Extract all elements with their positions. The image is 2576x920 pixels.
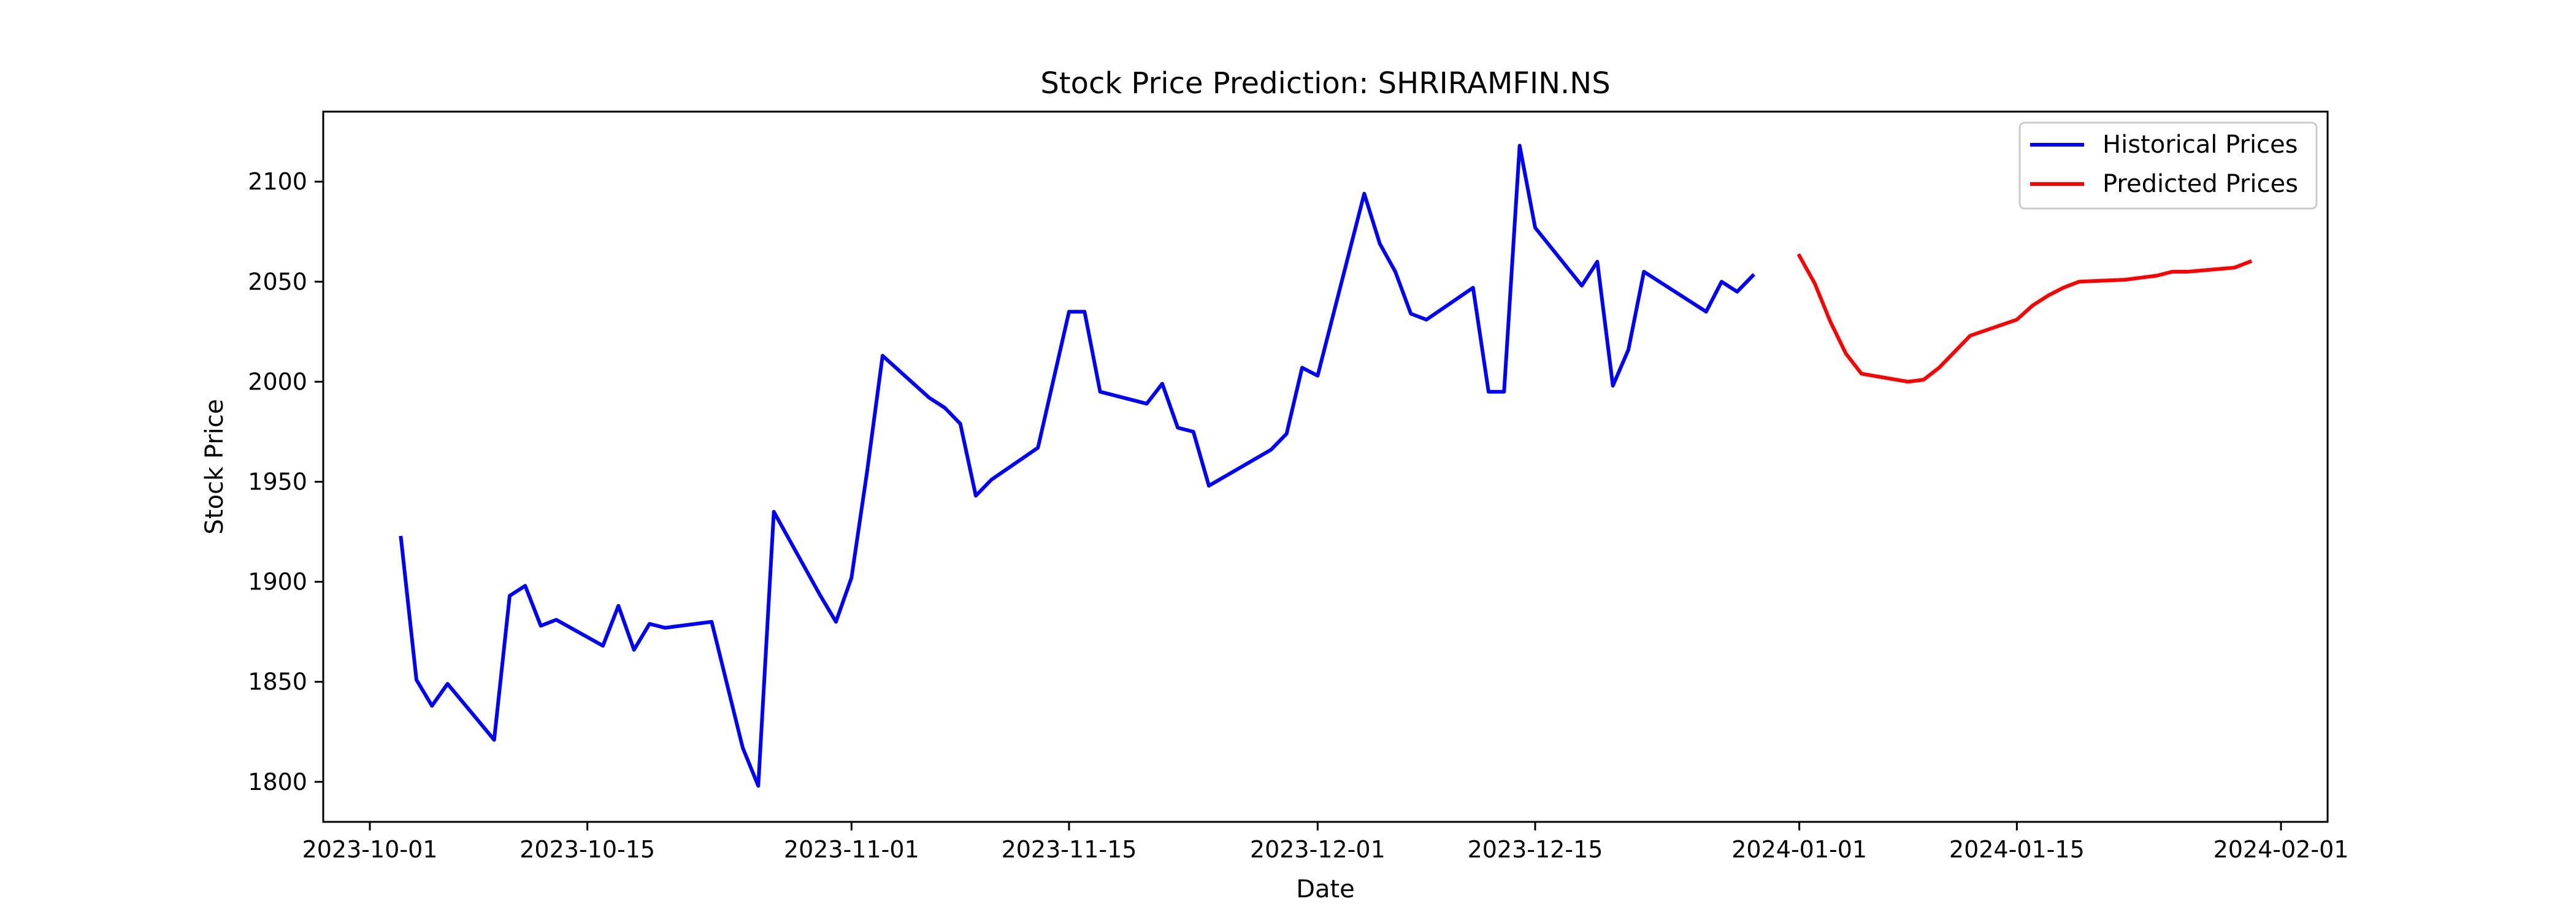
y-tick-label: 1850 xyxy=(248,669,307,696)
x-tick-label: 2024-01-15 xyxy=(1949,836,2085,863)
y-tick-label: 1800 xyxy=(248,769,307,795)
x-tick-label: 2023-12-15 xyxy=(1468,836,1603,863)
x-axis-label: Date xyxy=(1296,875,1355,903)
plot-area-frame xyxy=(322,110,2329,823)
x-tick-label: 2024-01-01 xyxy=(1731,836,1867,863)
x-tick-label: 2023-10-15 xyxy=(519,836,655,863)
x-tick-label: 2023-11-15 xyxy=(1002,836,1137,863)
legend-frame xyxy=(2018,121,2318,210)
x-tick-label: 2023-12-01 xyxy=(1250,836,1386,863)
x-tick-label: 2024-02-01 xyxy=(2214,836,2349,863)
series-line-predicted xyxy=(1796,253,2253,384)
y-tick-label: 2050 xyxy=(248,268,307,295)
legend: Historical Prices Predicted Prices xyxy=(2018,121,2318,210)
axis-ticks: 2023-10-01 2023-10-15 2023-11-01 2023-11-15… xyxy=(248,168,2348,863)
legend-label-historical: Historical Prices xyxy=(2103,131,2298,159)
legend-label-predicted: Predicted Prices xyxy=(2103,170,2298,198)
series-line-historical xyxy=(399,144,1755,788)
y-tick-label: 2000 xyxy=(248,368,307,395)
y-tick-label: 2100 xyxy=(248,168,307,195)
y-tick-label: 1950 xyxy=(248,468,307,495)
y-axis-label: Stock Price xyxy=(201,399,229,535)
y-tick-label: 1900 xyxy=(248,569,307,596)
x-tick-label: 2023-11-01 xyxy=(784,836,919,863)
chart-title: Stock Price Prediction: SHRIRAMFIN.NS xyxy=(1040,66,1610,101)
x-tick-label: 2023-10-01 xyxy=(302,836,438,863)
plot-series xyxy=(399,144,2253,788)
